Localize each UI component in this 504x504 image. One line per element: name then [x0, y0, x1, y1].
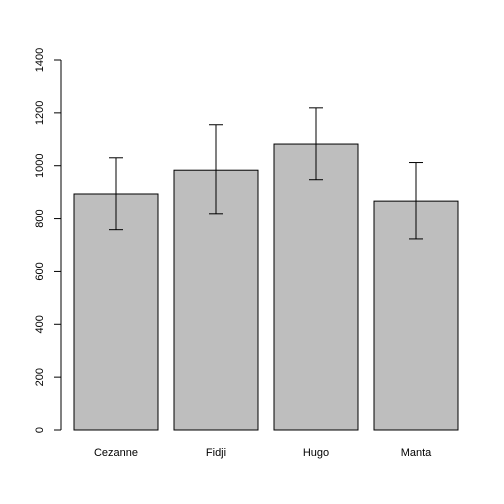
error-bar-manta [409, 162, 423, 240]
y-tick-label: 800 [34, 209, 46, 227]
error-bars [109, 107, 423, 240]
bar-hugo [273, 143, 359, 431]
error-bar-hugo [309, 107, 323, 181]
x-category-label: Hugo [303, 447, 329, 459]
y-tick-label: 400 [34, 315, 46, 333]
y-tick-label: 1200 [34, 101, 46, 125]
x-axis-labels: Cezanne Fidji Hugo Manta [94, 447, 432, 459]
y-tick-label: 0 [34, 427, 46, 433]
x-category-label: Cezanne [94, 447, 138, 459]
error-bar-cezanne [109, 157, 123, 231]
error-bar-fidji [209, 124, 223, 215]
bar-cezanne [73, 193, 159, 431]
y-tick-label: 1400 [34, 48, 46, 72]
y-axis: 0 200 400 600 800 1000 1200 1400 [34, 48, 62, 433]
x-category-label: Manta [401, 447, 432, 459]
y-tick-label: 200 [34, 368, 46, 386]
y-tick-label: 600 [34, 262, 46, 280]
x-category-label: Fidji [206, 447, 226, 459]
y-tick-label: 1000 [34, 153, 46, 177]
bars [73, 143, 459, 431]
